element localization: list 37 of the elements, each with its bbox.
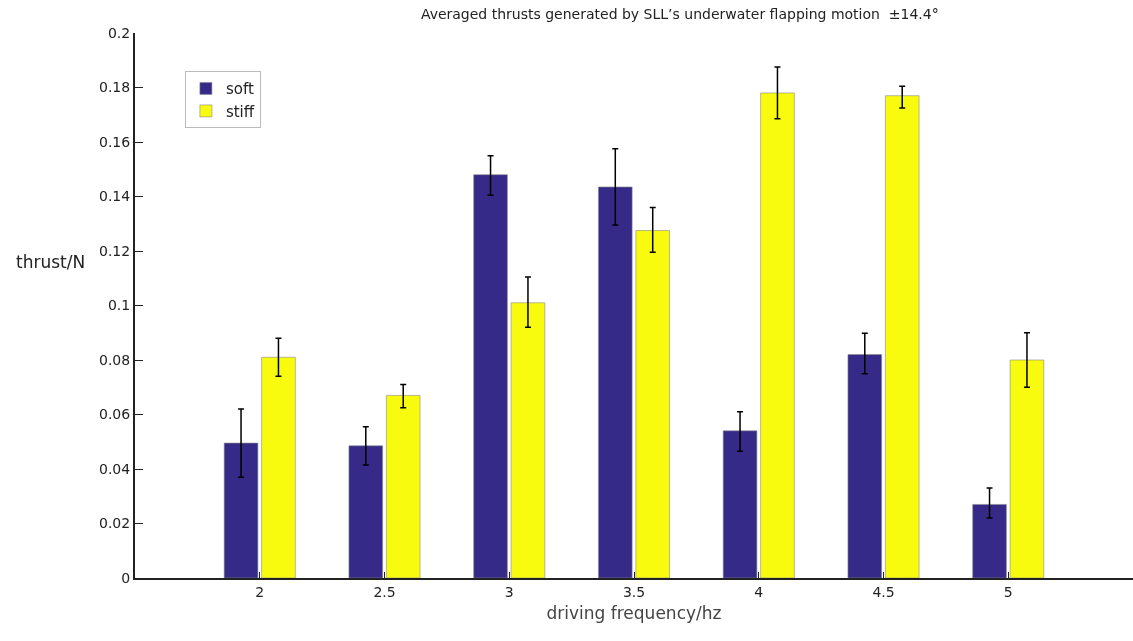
y-tick-label: 0.18: [99, 79, 131, 96]
bar: [760, 92, 795, 578]
bar: [473, 174, 508, 578]
x-tick-label: 2.5: [373, 583, 396, 600]
legend-label: soft: [225, 80, 254, 99]
y-tick-label: 0.2: [107, 24, 131, 41]
bar: [386, 395, 421, 578]
y-tick-label: 0.16: [99, 133, 131, 150]
x-tick-label: 3: [504, 583, 514, 600]
x-tick-label: 2: [255, 583, 265, 600]
bar: [510, 302, 546, 578]
y-tick-label: 0.14: [99, 188, 131, 205]
y-tick-label: 0.06: [99, 406, 131, 423]
y-tick-label: 0.04: [99, 460, 131, 477]
bar: [885, 95, 920, 578]
y-tick-label: 0.08: [99, 351, 131, 368]
bar: [635, 230, 670, 578]
bar: [598, 186, 633, 578]
x-tick-label: 3.5: [622, 583, 646, 600]
x-axis-title: driving frequency/hz: [546, 602, 722, 623]
legend-label: stiff: [225, 102, 255, 121]
bar: [1009, 359, 1045, 578]
x-tick-label: 4: [754, 583, 764, 600]
y-axis-title: thrust/N: [16, 252, 86, 272]
bar: [972, 504, 1007, 578]
y-tick-label: 0.12: [99, 242, 131, 259]
bar: [722, 430, 758, 578]
bar: [261, 356, 296, 578]
y-tick-label: 0.1: [107, 297, 131, 314]
x-tick-label: 4.5: [872, 583, 895, 600]
bar: [223, 442, 259, 578]
x-tick-label: 5: [1003, 583, 1013, 600]
chart-title: Averaged thrusts generated by SLL’s underwater flapping motion ±14.4°: [420, 6, 939, 23]
y-tick-label: 0: [121, 569, 131, 586]
y-tick-label: 0.02: [99, 515, 131, 532]
bar: [348, 445, 383, 578]
bar: [847, 354, 882, 578]
